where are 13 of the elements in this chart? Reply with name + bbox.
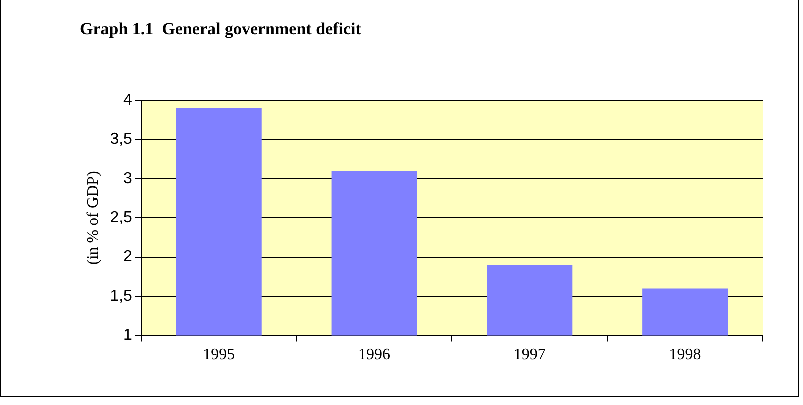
- y-tick-label: 2: [124, 248, 133, 266]
- y-tick-label: 1: [124, 327, 133, 344]
- y-tick-label: 2,5: [110, 210, 133, 227]
- y-tick-label: 3,5: [110, 131, 133, 148]
- x-tick-label: 1997: [514, 346, 546, 364]
- x-tick-label: 1998: [669, 346, 702, 364]
- chart-title: Graph 1.1 General government deficit: [80, 20, 362, 39]
- y-tick-label: 3: [124, 170, 133, 188]
- x-tick-label: 1996: [358, 346, 391, 364]
- y-tick-label: 1,5: [110, 288, 133, 305]
- y-tick-label: 4: [124, 92, 133, 109]
- x-tick-label: 1995: [203, 346, 236, 364]
- y-axis-title: (in % of GDP): [84, 171, 102, 265]
